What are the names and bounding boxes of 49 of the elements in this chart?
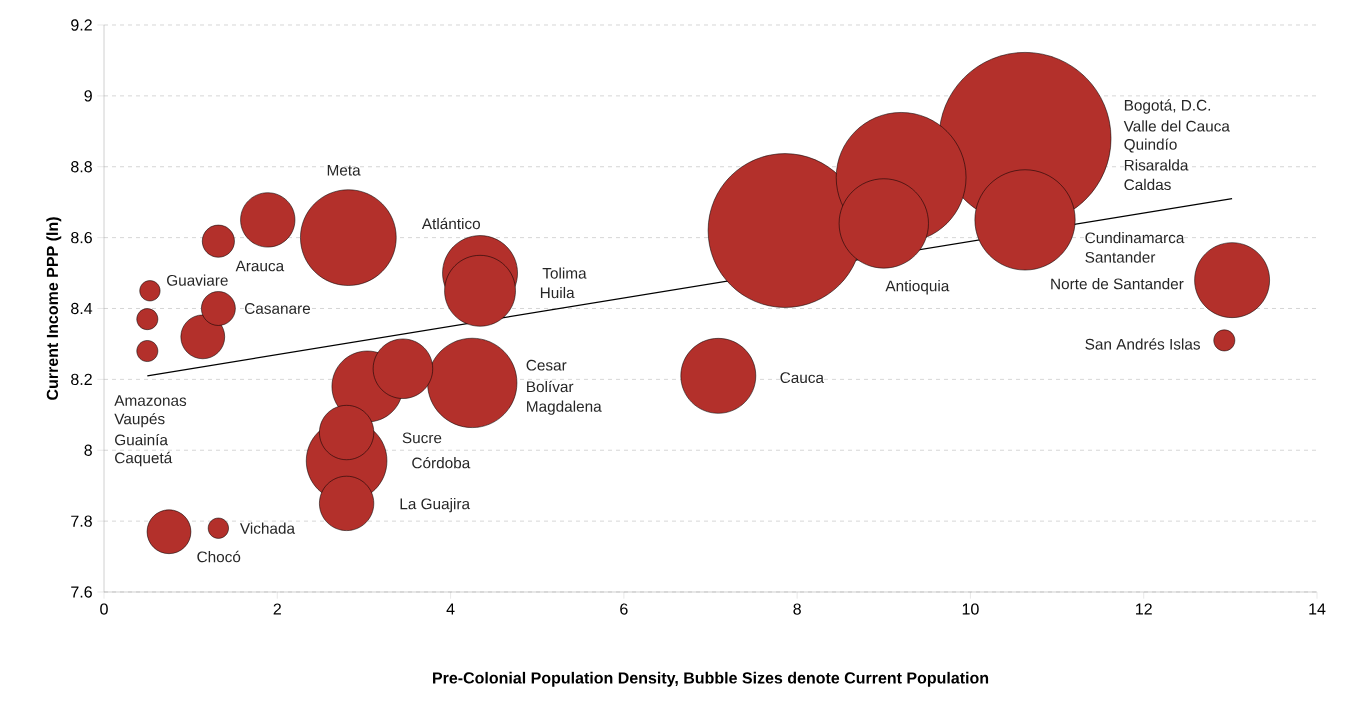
annotation: Vichada [239,522,296,534]
y-tick-label: 7.6 [71,586,92,598]
x-tick-label: 10 [962,603,979,615]
y-tick-label: 9 [84,90,92,102]
x-tick-label: 0 [100,603,108,615]
annotation: Cesar [526,359,567,371]
y-tick-label: 8 [84,444,92,456]
annotation: Bolívar [527,380,574,393]
y-axis-title: Current Income PPP (ln) [46,217,62,400]
annotation: Guaviare [167,274,228,286]
annotation: Quindío [1124,138,1177,153]
annotation: San Andrés Islas [1085,338,1201,350]
annotation: Córdoba [412,456,471,469]
annotation: Cundinamarca [1085,232,1185,244]
y-tick-label: 8.2 [71,373,92,386]
annotation: Bogotá, D.C. [1124,99,1211,114]
annotation: Meta [327,164,361,176]
annotation: Tolima [542,267,587,279]
x-tick-label: 4 [446,603,455,615]
y-tick-label: 7.8 [71,515,92,527]
x-tick-label: 2 [273,603,281,615]
x-tick-label: 14 [1309,603,1326,615]
y-tick-label: 8.4 [71,302,93,315]
x-tick-label: 12 [1136,603,1152,615]
x-tick-label: 6 [620,603,628,615]
annotation: Risaralda [1124,159,1189,171]
annotation: Arauca [235,260,285,272]
annotation: La Guajira [400,498,471,513]
annotation: Caldas [1124,178,1171,191]
annotation: Chocó [197,550,241,563]
annotation: Vaupés [114,412,165,428]
annotation: Huila [540,286,575,299]
annotation: Norte de Santander [1051,278,1184,290]
annotation: Valle del Cauca [1123,120,1230,132]
annotation: Guainía [115,433,168,446]
annotation: Caquetá [115,451,173,467]
y-tick-label: 9.2 [71,19,92,31]
annotation: Sucre [402,432,442,444]
annotation: Antioquia [885,280,950,295]
x-axis-title: Pre-Colonial Population Density, Bubble Sizes denote Current Population [433,671,989,687]
y-tick-label: 8.6 [71,231,92,244]
annotation: Magdalena [527,400,602,415]
annotation: Santander [1085,251,1156,263]
y-tick-label: 8.8 [71,161,92,173]
annotation: Atlántico [421,217,481,230]
annotation: Amazonas [114,395,187,406]
annotation: Casanare [245,303,311,314]
x-tick-label: 8 [793,603,801,615]
annotation: Cauca [780,372,825,384]
